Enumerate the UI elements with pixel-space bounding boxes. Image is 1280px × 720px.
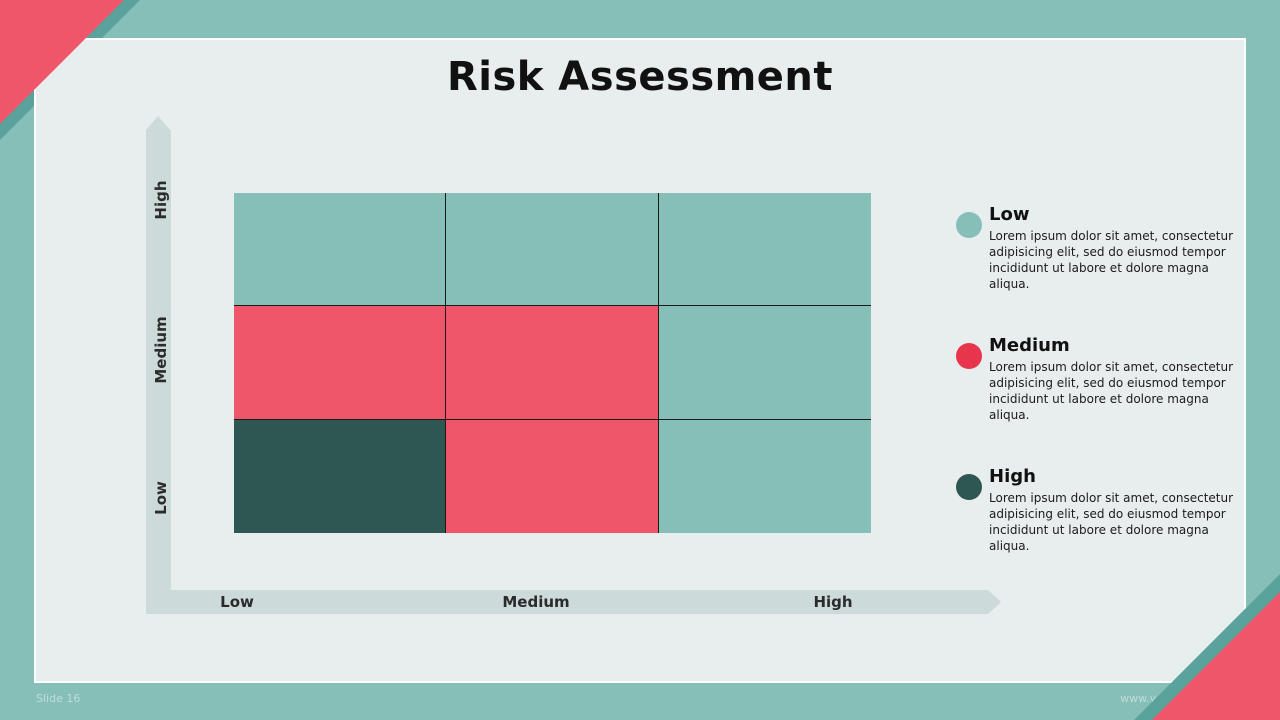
matrix-cell-medium [446,419,659,533]
y-axis-label-low: Low [152,481,170,515]
x-axis-arrow-head [988,590,1001,614]
y-axis-arrow-head [146,116,170,130]
x-axis-label-low: Low [220,593,254,611]
slide-number: Slide 16 [36,692,81,705]
x-axis-arrow [146,590,988,614]
legend-description-high: Lorem ipsum dolor sit amet, consectetur … [989,491,1234,553]
legend-title-high: High [989,466,1036,487]
slide-title: Risk Assessment [446,54,834,100]
matrix-cell-high [234,419,447,533]
y-axis-label-high: High [152,180,170,220]
risk-matrix [234,193,871,533]
x-axis-label-medium: Medium [502,593,570,611]
legend-dot-low [956,212,982,238]
matrix-cell-low [446,193,659,307]
y-axis-arrow [146,130,171,614]
matrix-cell-low [234,193,447,307]
y-axis-label-medium: Medium [152,316,170,384]
legend-item-low: Low Lorem ipsum dolor sit amet, consecte… [954,204,1244,335]
matrix-cell-medium [446,306,659,420]
legend-dot-high [956,474,982,500]
matrix-cell-low [658,419,871,533]
matrix-cell-medium [234,306,447,420]
legend-description-medium: Lorem ipsum dolor sit amet, consectetur … [989,360,1234,422]
corner-accent-bottom-right [1152,592,1280,720]
matrix-cell-low [658,193,871,307]
legend-item-high: High Lorem ipsum dolor sit amet, consect… [954,466,1244,597]
legend-dot-medium [956,343,982,369]
legend: Low Lorem ipsum dolor sit amet, consecte… [954,204,1244,597]
legend-title-medium: Medium [989,335,1070,356]
x-axis-label-high: High [813,593,853,611]
legend-item-medium: Medium Lorem ipsum dolor sit amet, conse… [954,335,1244,466]
legend-description-low: Lorem ipsum dolor sit amet, consectetur … [989,229,1234,291]
corner-accent-top-left [0,0,124,124]
legend-title-low: Low [989,204,1030,225]
matrix-cell-low [658,306,871,420]
